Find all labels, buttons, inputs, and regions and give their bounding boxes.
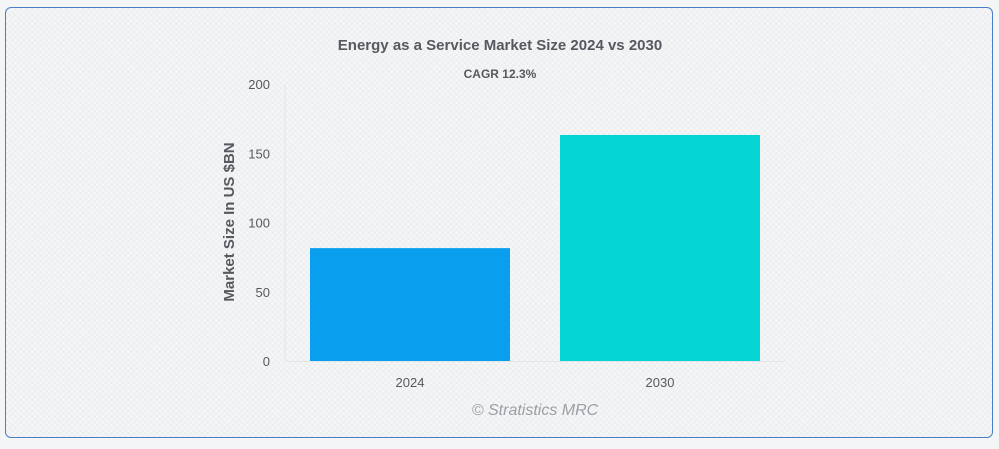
y-tick-label: 0 <box>263 354 270 369</box>
chart-title: Energy as a Service Market Size 2024 vs … <box>338 37 662 54</box>
x-tick-label: 2024 <box>396 375 425 390</box>
chart-frame <box>5 7 993 438</box>
y-tick-label: 50 <box>256 285 270 300</box>
y-tick-label: 100 <box>248 216 270 231</box>
x-tick-label: 2030 <box>646 375 675 390</box>
bar-2030[interactable] <box>560 134 760 361</box>
chart-subtitle: CAGR 12.3% <box>464 67 537 81</box>
watermark: © Stratistics MRC <box>472 402 599 419</box>
y-axis-label: Market Size In US $BN <box>221 142 238 301</box>
y-tick-label: 200 <box>248 77 270 92</box>
bar-2024[interactable] <box>310 248 510 361</box>
y-tick-label: 150 <box>248 146 270 161</box>
